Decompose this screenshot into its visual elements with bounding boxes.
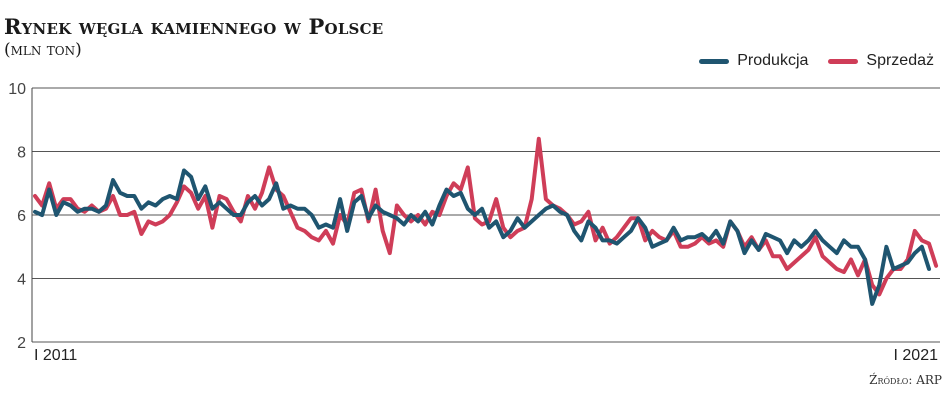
x-tick-label: I 2021 <box>894 347 939 364</box>
legend-label-produkcja: Produkcja <box>737 52 809 69</box>
y-tick-label: 4 <box>17 272 26 289</box>
y-tick-label: 2 <box>17 335 26 352</box>
y-tick-label: 8 <box>17 145 26 162</box>
legend-swatch-produkcja <box>699 58 730 64</box>
legend-item-sprzedaz: Sprzedaż <box>828 52 934 70</box>
source-note: Źródło: ARP <box>869 373 942 387</box>
legend-label-sprzedaz: Sprzedaż <box>866 52 934 69</box>
legend: Produkcja Sprzedaż <box>699 52 934 70</box>
legend-swatch-sprzedaz <box>828 58 859 64</box>
series-line-produkcja <box>33 168 931 306</box>
chart-title: Rynek węgla kamiennego w Polsce <box>4 14 384 39</box>
x-tick-label: I 2011 <box>34 347 77 364</box>
chart-subtitle: (mln ton) <box>4 40 82 60</box>
y-tick-label: 10 <box>8 81 26 98</box>
legend-item-produkcja: Produkcja <box>699 52 808 70</box>
y-tick-label: 6 <box>17 208 26 225</box>
